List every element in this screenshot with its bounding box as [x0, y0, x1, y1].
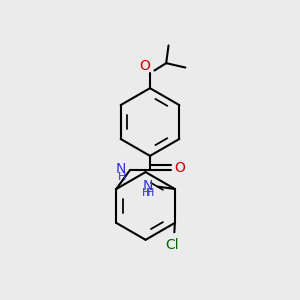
Text: N: N [116, 162, 126, 176]
Text: Cl: Cl [165, 238, 179, 252]
Text: H: H [142, 188, 150, 198]
Text: O: O [174, 161, 185, 175]
Text: H: H [118, 172, 126, 182]
Text: H: H [146, 188, 154, 198]
Text: O: O [139, 59, 150, 73]
Text: N: N [142, 179, 153, 193]
